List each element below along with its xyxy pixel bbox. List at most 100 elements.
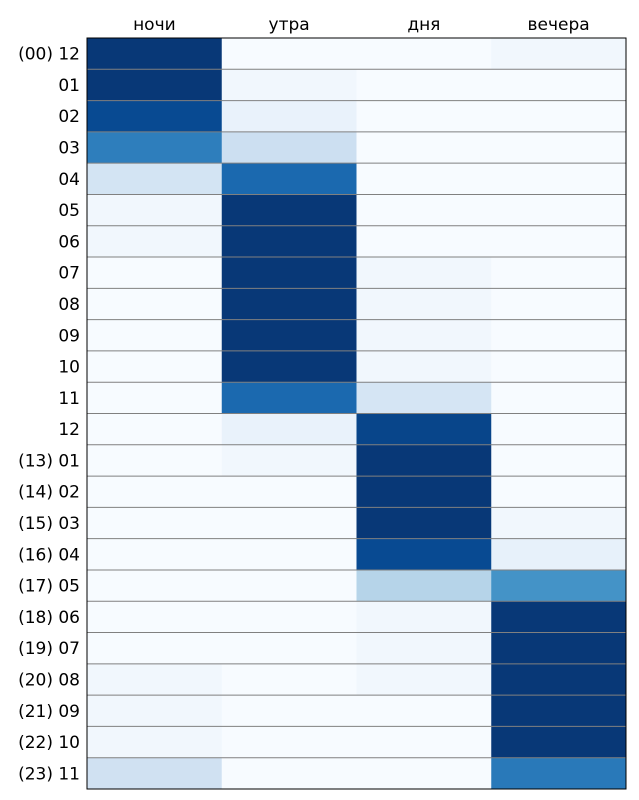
heatmap-cell: [221, 413, 357, 446]
heatmap-cell: [221, 444, 357, 477]
heatmap-cell: [491, 507, 627, 540]
column-label: утра: [269, 15, 310, 35]
row-label: 07: [58, 264, 80, 284]
heatmap-cell: [87, 382, 223, 414]
heatmap-cell: [356, 350, 492, 383]
heatmap-cell: [221, 695, 357, 727]
heatmap-cell: [87, 757, 223, 790]
row-label: 03: [58, 139, 80, 159]
row-label: (23) 11: [18, 764, 80, 784]
row-label: (19) 07: [18, 639, 80, 659]
heatmap-cell: [491, 288, 627, 321]
plot-frame: [86, 37, 627, 790]
row-label: 02: [58, 107, 80, 127]
heatmap-cell: [356, 757, 492, 790]
heatmap-cell: [87, 695, 223, 727]
heatmap-cell: [87, 663, 223, 696]
heatmap-cell: [87, 476, 223, 508]
column-labels: ночи утра дня вечера: [133, 15, 590, 35]
heatmap-cell: [87, 507, 223, 540]
heatmap-cell: [356, 695, 492, 727]
row-label: (17) 05: [18, 577, 80, 597]
heatmap-cell: [491, 319, 627, 352]
heatmap-cell: [356, 663, 492, 696]
heatmap-cell: [491, 444, 627, 477]
heatmap-cell: [221, 663, 357, 696]
heatmap-cell: [356, 38, 492, 70]
heatmap-cell: [491, 757, 627, 790]
row-label: (21) 09: [18, 702, 80, 722]
heatmap-cell: [491, 38, 627, 70]
heatmap-cell: [221, 257, 357, 289]
heatmap-cell: [221, 601, 357, 634]
heatmap-cell: [491, 225, 627, 258]
heatmap-cell: [87, 319, 223, 352]
heatmap-cell: [491, 569, 627, 602]
heatmap-cell: [221, 757, 357, 790]
row-label: 09: [58, 326, 80, 346]
heatmap-cell: [87, 569, 223, 602]
row-label: (22) 10: [18, 733, 80, 753]
row-label: (18) 06: [18, 608, 80, 628]
heatmap-cell: [221, 632, 357, 665]
row-label: 10: [58, 358, 80, 378]
heatmap-cell: [356, 569, 492, 602]
heatmap-cell: [356, 601, 492, 634]
heatmap-cell: [221, 38, 357, 70]
row-label: 04: [58, 170, 80, 190]
heatmap-cell: [221, 100, 357, 133]
heatmap-cell: [356, 507, 492, 540]
heatmap-cell: [356, 382, 492, 414]
column-label: дня: [407, 15, 440, 35]
heatmap-cell: [221, 319, 357, 352]
heatmap-cell: [491, 726, 627, 759]
heatmap-cell: [491, 413, 627, 446]
heatmap-cell: [491, 257, 627, 289]
heatmap-cell: [87, 257, 223, 289]
row-label: 12: [58, 420, 80, 440]
heatmap-cell: [221, 194, 357, 227]
row-label: (13) 01: [18, 451, 80, 471]
heatmap-cell: [87, 350, 223, 383]
heatmap-cell: [356, 476, 492, 508]
heatmap-cell: [221, 538, 357, 571]
heatmap-cell: [356, 319, 492, 352]
heatmap-cell: [221, 69, 357, 102]
heatmap-cell: [221, 350, 357, 383]
heatmap-cell: [87, 726, 223, 759]
heatmap-cell: [221, 382, 357, 414]
heatmap-cell: [87, 288, 223, 321]
row-label: 01: [58, 76, 80, 96]
heatmap-cell: [221, 569, 357, 602]
row-label: 06: [58, 232, 80, 252]
heatmap-cell: [491, 601, 627, 634]
heatmap-cell: [491, 131, 627, 164]
heatmap-cell: [356, 163, 492, 195]
heatmap-cell: [221, 131, 357, 164]
heatmap-cell: [491, 163, 627, 195]
heatmap-cell: [87, 69, 223, 102]
heatmap-cell: [356, 726, 492, 759]
row-label: (14) 02: [18, 483, 80, 503]
heatmap-cell: [87, 163, 223, 195]
heatmap-cell: [221, 163, 357, 195]
column-label: ночи: [133, 15, 176, 35]
heatmap-cell: [87, 225, 223, 258]
heatmap-cell: [87, 100, 223, 133]
row-label: 11: [58, 389, 80, 409]
heatmap-cell: [87, 444, 223, 477]
heatmap-cell: [491, 632, 627, 665]
heatmap-cell: [356, 444, 492, 477]
heatmap-cell: [491, 194, 627, 227]
row-label: 08: [58, 295, 80, 315]
heatmap-cell: [356, 131, 492, 164]
row-label: (20) 08: [18, 670, 80, 690]
heatmap-cell: [221, 476, 357, 508]
row-label: (16) 04: [18, 545, 80, 565]
heatmap-cell: [491, 382, 627, 414]
heatmap-cell: [221, 288, 357, 321]
heatmap-cell: [87, 194, 223, 227]
heatmap-cell: [356, 225, 492, 258]
heatmap-cell: [356, 194, 492, 227]
